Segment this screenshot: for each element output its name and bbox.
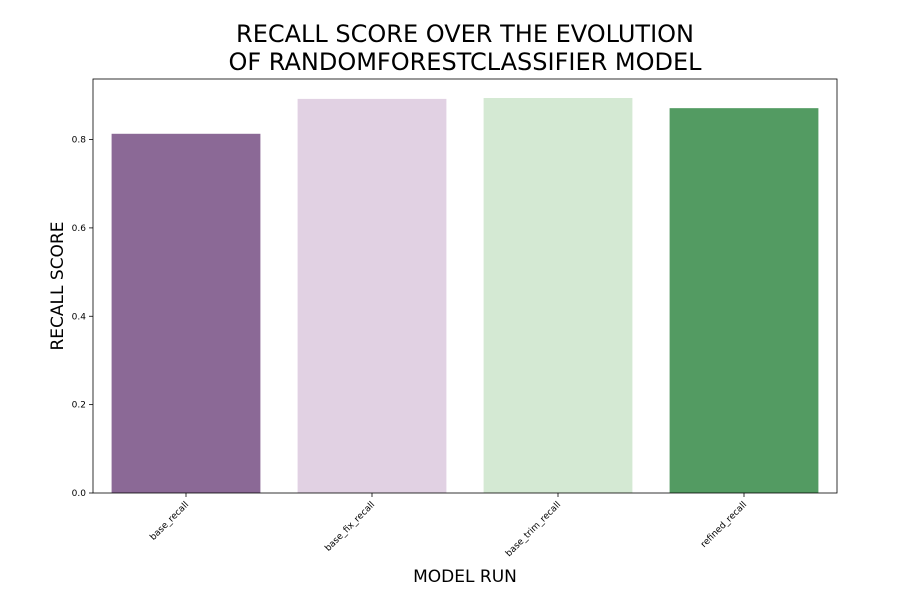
chart-title-line-1: RECALL SCORE OVER THE EVOLUTION (236, 20, 694, 48)
y-tick-label: 0.0 (72, 489, 87, 499)
bar-refined_recall (669, 108, 819, 493)
bar-base_recall (111, 133, 261, 494)
y-tick-label: 0.4 (72, 312, 87, 322)
chart-title-line-2: OF RANDOMFORESTCLASSIFIER MODEL (228, 48, 702, 76)
y-axis: 0.0 0.2 0.4 0.6 0.8 (72, 136, 93, 499)
x-tick-label: refined_recall (699, 500, 749, 550)
x-axis-label: MODEL RUN (413, 567, 517, 587)
x-axis: base_recall base_fix_recall base_trim_reca… (148, 493, 749, 559)
x-tick-label: base_recall (148, 500, 191, 543)
y-tick-label: 0.2 (72, 401, 86, 411)
y-tick-label: 0.6 (72, 224, 87, 234)
bars-group (111, 97, 819, 494)
x-tick-label: base_trim_recall (504, 500, 563, 559)
y-tick-label: 0.8 (72, 136, 87, 146)
chart-title: RECALL SCORE OVER THE EVOLUTION OF RANDO… (0, 20, 918, 76)
x-tick-label: base_fix_recall (323, 500, 377, 554)
y-axis-label: RECALL SCORE (48, 222, 68, 351)
bar-base_trim_recall (483, 97, 633, 493)
plot-area-frame (92, 78, 838, 494)
bar-base_fix_recall (297, 98, 447, 494)
